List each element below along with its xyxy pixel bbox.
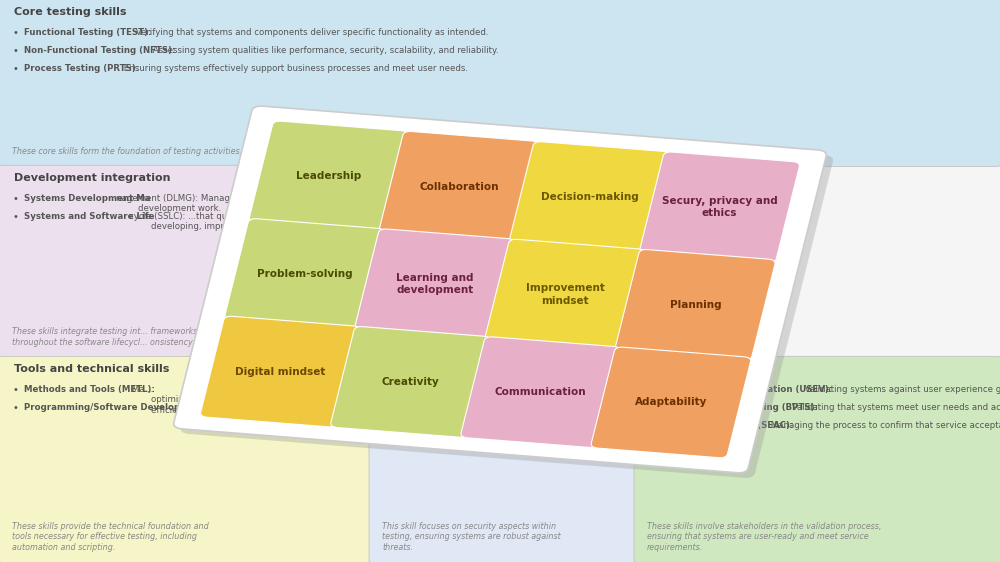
Text: Validating that systems meet user needs and acceptance criteria.: Validating that systems meet user needs … xyxy=(789,403,1000,412)
Text: Digital mindset: Digital mindset xyxy=(235,366,325,377)
FancyBboxPatch shape xyxy=(461,337,620,447)
Text: Development integration: Development integration xyxy=(14,173,170,183)
FancyBboxPatch shape xyxy=(634,356,1000,562)
Text: Security testing: Security testing xyxy=(384,364,484,374)
Text: Communication: Communication xyxy=(495,387,587,397)
Text: •: • xyxy=(12,194,18,204)
Text: Adaptability: Adaptability xyxy=(635,397,707,407)
FancyBboxPatch shape xyxy=(640,152,799,262)
Text: Ma...
        optimising methods and tools to...
        efficiency and quality.: Ma... optimising methods and tools to...… xyxy=(129,385,298,415)
Text: Learning and
development: Learning and development xyxy=(396,273,474,296)
Text: Systems and Software Life: Systems and Software Life xyxy=(24,212,154,221)
Text: Methods and Tools (METL):: Methods and Tools (METL): xyxy=(24,385,155,394)
Text: Planning: Planning xyxy=(670,300,721,310)
FancyBboxPatch shape xyxy=(380,132,539,242)
Text: Systems Development Ma: Systems Development Ma xyxy=(24,194,150,203)
Text: Tools and technical skills: Tools and technical skills xyxy=(14,364,169,374)
Text: •: • xyxy=(12,385,18,395)
Text: User Experience Evaluation (USEV):: User Experience Evaluation (USEV): xyxy=(659,385,832,394)
Text: Service validation: Service validation xyxy=(649,364,761,374)
Text: cycle (SSLC): ...that quality objectives are
        developing, improving, and : cycle (SSLC): ...that quality objectives… xyxy=(129,212,309,232)
FancyBboxPatch shape xyxy=(331,327,490,437)
Text: Validating systems against user experience goals, metrics, and targets.: Validating systems against user experien… xyxy=(802,385,1000,394)
FancyBboxPatch shape xyxy=(510,142,669,252)
Text: Ensuring systems effectively support business processes and meet user needs.: Ensuring systems effectively support bus… xyxy=(121,64,468,73)
Text: •  ...n testing (PENT): Testing security
        controls by emulating potential: • ...n testing (PENT): Testing security … xyxy=(382,385,585,405)
FancyBboxPatch shape xyxy=(616,250,775,360)
FancyBboxPatch shape xyxy=(0,165,501,357)
Text: •: • xyxy=(12,403,18,413)
Text: •: • xyxy=(12,212,18,222)
FancyBboxPatch shape xyxy=(249,121,409,232)
Text: These core skills form the foundation of testing activities, focusing on differe: These core skills form the foundation of… xyxy=(12,147,481,156)
Text: •: • xyxy=(647,403,653,413)
Text: Secury, privacy and
ethics: Secury, privacy and ethics xyxy=(662,196,778,219)
FancyBboxPatch shape xyxy=(180,111,833,478)
FancyBboxPatch shape xyxy=(201,316,360,427)
Text: •: • xyxy=(647,421,653,431)
FancyBboxPatch shape xyxy=(0,0,1000,166)
Text: These skills integrate testing int... frameworks within which
throughout the sof: These skills integrate testing int... fr… xyxy=(12,327,250,347)
Text: Developing software components and
        contributing to test automation.: Developing software components and contr… xyxy=(192,403,378,433)
Text: These skills provide the technical foundation and
tools necessary for effective : These skills provide the technical found… xyxy=(12,522,209,552)
FancyBboxPatch shape xyxy=(591,347,751,457)
FancyBboxPatch shape xyxy=(174,106,826,473)
FancyBboxPatch shape xyxy=(355,229,515,339)
Text: These skills involve stakeholders in the validation process,
ensuring that syste: These skills involve stakeholders in the… xyxy=(647,522,881,552)
Text: Creativity: Creativity xyxy=(382,377,439,387)
Text: Decision-making: Decision-making xyxy=(541,192,638,202)
Text: •: • xyxy=(12,46,18,56)
Text: Non-Functional Testing (NFTS):: Non-Functional Testing (NFTS): xyxy=(24,46,176,55)
Text: Leadership: Leadership xyxy=(296,171,362,182)
Text: Improvement
mindset: Improvement mindset xyxy=(526,283,605,306)
Text: Collaboration: Collaboration xyxy=(420,182,499,192)
Text: User Acceptance Testing (BPTS):: User Acceptance Testing (BPTS): xyxy=(659,403,818,412)
Text: Verifying that systems and components deliver specific functionality as intended: Verifying that systems and components de… xyxy=(133,28,489,37)
Text: Assessing system qualities like performance, security, scalability, and reliabil: Assessing system qualities like performa… xyxy=(150,46,498,55)
FancyBboxPatch shape xyxy=(485,239,645,350)
Text: nagement (DLMG): Managing and operating quality
        development work.: nagement (DLMG): Managing and operating … xyxy=(116,194,339,214)
Text: Service Acceptance (SEAC):: Service Acceptance (SEAC): xyxy=(659,421,793,430)
Text: Managing the process to confirm that service acceptance criteria have been met.: Managing the process to confirm that ser… xyxy=(768,421,1000,430)
Text: •: • xyxy=(647,385,653,395)
Text: Process Testing (PRTS):: Process Testing (PRTS): xyxy=(24,64,139,73)
FancyBboxPatch shape xyxy=(0,356,371,562)
Text: •: • xyxy=(12,28,18,38)
Text: This skill focuses on security aspects within
testing, ensuring systems are robu: This skill focuses on security aspects w… xyxy=(382,522,561,552)
Text: Programming/Software Development (PROG):: Programming/Software Development (PROG): xyxy=(24,403,247,412)
Text: Functional Testing (TEST):: Functional Testing (TEST): xyxy=(24,28,152,37)
Text: •: • xyxy=(12,64,18,74)
Text: Problem-solving: Problem-solving xyxy=(257,269,352,279)
Text: Core testing skills: Core testing skills xyxy=(14,7,126,17)
FancyBboxPatch shape xyxy=(369,356,636,562)
FancyBboxPatch shape xyxy=(225,219,384,329)
